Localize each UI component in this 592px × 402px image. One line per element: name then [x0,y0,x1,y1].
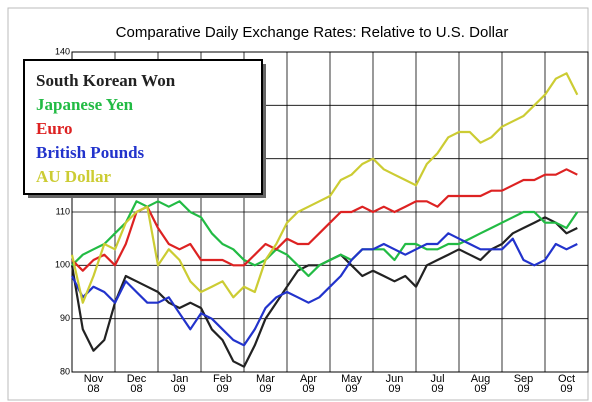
series-line [71,200,579,278]
y-tick-label: 80 [60,366,70,376]
x-tick-label: Nov 08 [83,373,104,395]
y-tick-label: 90 [60,313,70,323]
legend-box [23,59,263,195]
lines [70,72,579,368]
y-tick-label: 110 [56,206,70,216]
x-tick-label: Jun 09 [385,373,404,395]
series-line [71,232,578,347]
x-tick-label: Jan 09 [170,373,189,395]
legend-label: Euro [36,119,73,138]
legend-label: Japanese Yen [36,95,134,114]
x-tick-label: Dec 08 [126,373,147,395]
x-tick-label: Mar 09 [256,373,275,395]
series-line [70,72,579,304]
series-line [71,168,578,272]
legend-label: British Pounds [36,143,145,162]
chart-title: Comparative Daily Exchange Rates: Relati… [116,24,509,41]
x-tick-label: Sep 09 [513,373,534,395]
x-tick-label: May 09 [341,373,362,395]
y-tick-label: 140 [55,46,70,56]
x-tick-label: Aug 09 [470,373,491,395]
legend-label: AU Dollar [36,167,112,186]
x-tick-label: Feb 09 [213,373,232,395]
x-tick-label: Apr 09 [299,373,318,395]
legend: South Korean Won Japanese Yen Euro British … [23,59,266,198]
legend-label: South Korean Won [36,71,176,90]
x-tick-label: Oct 09 [557,373,576,395]
y-tick-label: 100 [55,260,70,270]
x-tick-label: Jul 09 [430,373,445,395]
